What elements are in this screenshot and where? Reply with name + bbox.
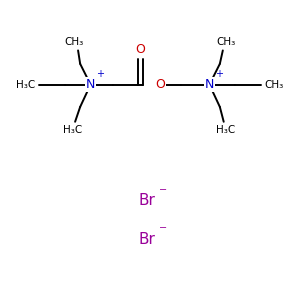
Text: Br: Br [138, 193, 155, 208]
Text: +: + [96, 69, 104, 79]
Text: H₃C: H₃C [216, 125, 236, 135]
Text: H₃C: H₃C [62, 125, 82, 135]
Text: CH₃: CH₃ [264, 80, 284, 90]
Text: O: O [136, 44, 146, 56]
Text: CH₃: CH₃ [216, 38, 236, 47]
Text: Br: Br [138, 232, 155, 247]
Text: N: N [205, 78, 214, 91]
Text: N: N [86, 78, 95, 91]
Text: H₃C: H₃C [16, 80, 36, 90]
Text: CH₃: CH₃ [64, 38, 84, 47]
Text: −: − [159, 184, 167, 195]
Text: +: + [215, 69, 223, 79]
Text: −: − [159, 223, 167, 233]
Text: O: O [155, 78, 165, 91]
